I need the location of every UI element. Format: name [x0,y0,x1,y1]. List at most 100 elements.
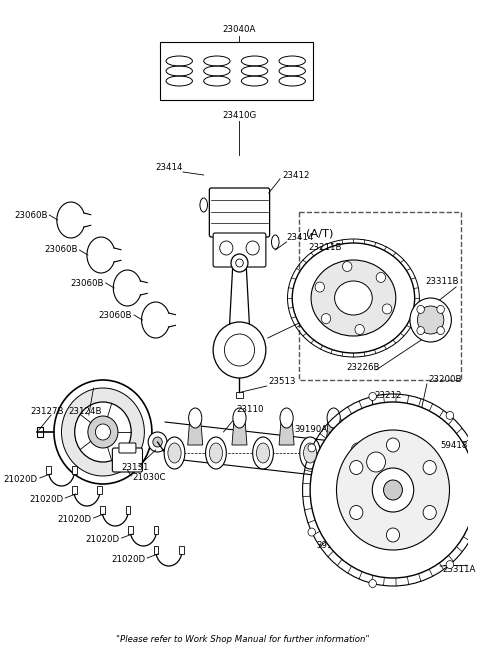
Text: 23414: 23414 [287,234,314,243]
Bar [128,526,133,534]
Text: 23200B: 23200B [429,375,462,384]
Circle shape [350,506,363,520]
Ellipse shape [272,235,279,249]
Bar [72,486,77,494]
Circle shape [355,325,364,335]
Text: 23124B: 23124B [68,407,102,417]
Text: 21020D: 21020D [4,476,38,485]
Text: 21020D: 21020D [86,535,120,544]
Bar [367,524,382,536]
Circle shape [423,506,436,520]
Ellipse shape [311,260,396,336]
Bar [154,546,158,554]
Circle shape [343,262,352,272]
Text: 23110: 23110 [236,405,264,415]
Text: 23414: 23414 [156,163,183,173]
Circle shape [213,322,266,378]
Text: 23510: 23510 [308,314,336,323]
Circle shape [88,416,118,448]
Circle shape [357,442,395,482]
Circle shape [369,579,376,588]
Text: 21020D: 21020D [58,516,92,525]
Circle shape [315,282,324,292]
Circle shape [437,306,444,314]
Text: 21030C: 21030C [132,474,166,483]
Text: 23060B: 23060B [14,211,48,220]
Circle shape [54,380,152,484]
Ellipse shape [200,198,207,212]
Circle shape [418,306,444,334]
Text: (A/T): (A/T) [306,228,334,238]
Bar [160,42,313,100]
Ellipse shape [168,443,181,463]
Circle shape [321,314,331,323]
Text: "Please refer to Work Shop Manual for further information": "Please refer to Work Shop Manual for fu… [116,635,369,644]
Ellipse shape [189,408,202,428]
Text: 23127B: 23127B [30,407,64,417]
Circle shape [348,432,404,492]
Bar [72,466,77,474]
Circle shape [310,402,476,578]
Polygon shape [279,422,294,445]
Text: 39190A: 39190A [294,426,327,434]
Text: 23410G: 23410G [222,110,257,119]
Text: 59418: 59418 [440,441,468,451]
Text: 23226B: 23226B [346,363,379,373]
Circle shape [372,468,414,512]
Bar [126,506,130,514]
Circle shape [376,272,385,283]
Ellipse shape [335,281,372,315]
Circle shape [336,430,449,550]
Bar [299,212,461,380]
Text: 23131: 23131 [122,464,149,472]
Circle shape [75,402,131,462]
Ellipse shape [300,437,321,469]
Ellipse shape [280,408,293,428]
Ellipse shape [347,437,368,469]
FancyBboxPatch shape [209,188,270,237]
Circle shape [367,452,385,472]
Circle shape [231,254,248,272]
Text: 23311A: 23311A [442,565,475,575]
FancyBboxPatch shape [213,233,266,267]
Circle shape [350,461,363,474]
Polygon shape [188,422,203,445]
Ellipse shape [205,437,226,469]
Circle shape [220,241,233,255]
Bar [236,392,243,398]
Text: 21020D: 21020D [29,495,63,504]
Ellipse shape [164,437,185,469]
FancyBboxPatch shape [119,443,136,453]
Text: 23211B: 23211B [308,243,342,253]
Circle shape [423,461,436,474]
Circle shape [246,241,259,255]
Circle shape [386,528,399,542]
Text: 23212: 23212 [374,392,402,401]
Polygon shape [232,422,247,445]
Circle shape [96,424,110,440]
Bar [154,526,158,534]
Circle shape [148,432,167,452]
Text: 23513: 23513 [269,377,296,386]
Circle shape [446,561,454,569]
Circle shape [417,327,424,335]
Circle shape [437,327,444,335]
Bar [97,486,102,494]
Circle shape [308,444,315,452]
Circle shape [410,298,451,342]
Ellipse shape [327,408,340,428]
Bar [179,546,184,554]
Circle shape [383,304,392,314]
Text: 23311B: 23311B [425,277,459,287]
Text: 23412: 23412 [282,171,310,180]
Circle shape [384,480,402,500]
Text: 23060B: 23060B [44,245,77,255]
Ellipse shape [233,408,246,428]
Ellipse shape [303,443,317,463]
Bar [47,466,51,474]
Text: 23060B: 23060B [71,279,104,287]
Circle shape [369,392,376,400]
Circle shape [446,411,454,419]
Circle shape [417,306,424,314]
Ellipse shape [292,243,415,353]
